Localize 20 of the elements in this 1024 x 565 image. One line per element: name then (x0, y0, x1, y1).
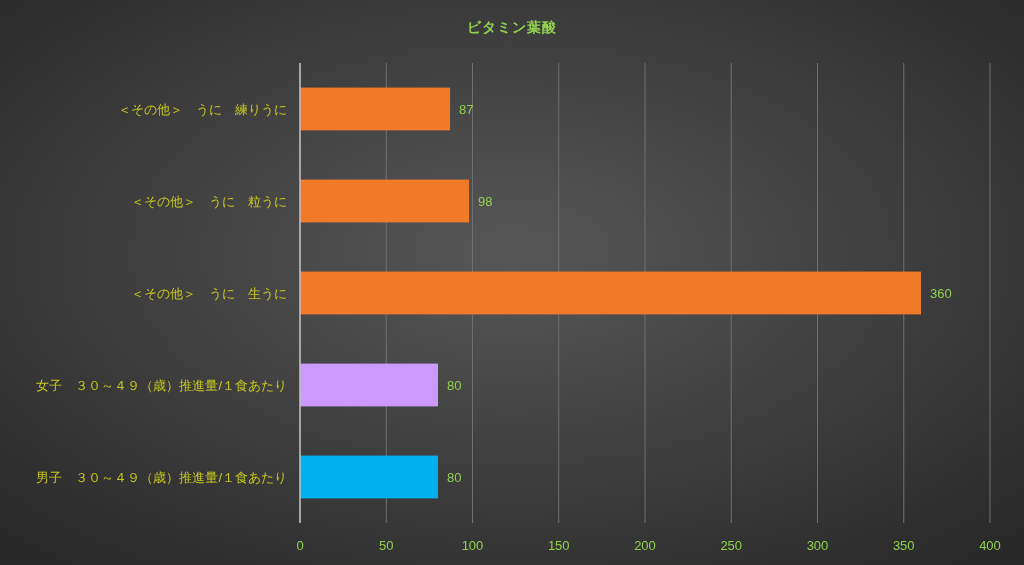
x-tick-label: 150 (547, 538, 570, 553)
chart-title: ビタミン葉酸 (467, 19, 557, 35)
data-label: 80 (447, 470, 462, 485)
x-tick-label: 200 (634, 538, 656, 553)
x-tick-label: 400 (979, 538, 1001, 553)
x-tick-label: 100 (461, 538, 484, 553)
x-tick-label: 0 (296, 538, 304, 553)
x-tick-label: 300 (806, 538, 829, 553)
data-label: 360 (930, 286, 952, 301)
y-tick-label: ＜その他＞ うに 生うに (131, 286, 287, 301)
data-label: 80 (447, 378, 462, 393)
y-tick-label: ＜その他＞ うに 粒うに (131, 194, 287, 209)
x-tick-label: 250 (720, 538, 743, 553)
x-tick-label: 350 (892, 538, 915, 553)
x-tick-label: 50 (379, 538, 394, 553)
y-tick-label: ＜その他＞ うに 練りうに (118, 102, 287, 117)
y-tick-label: 男子 ３０～４９（歳）推進量/１食あたり (36, 470, 287, 485)
data-label: 87 (459, 102, 474, 117)
data-label: 98 (478, 194, 493, 209)
y-tick-label: 女子 ３０～４９（歳）推進量/１食あたり (36, 378, 287, 393)
